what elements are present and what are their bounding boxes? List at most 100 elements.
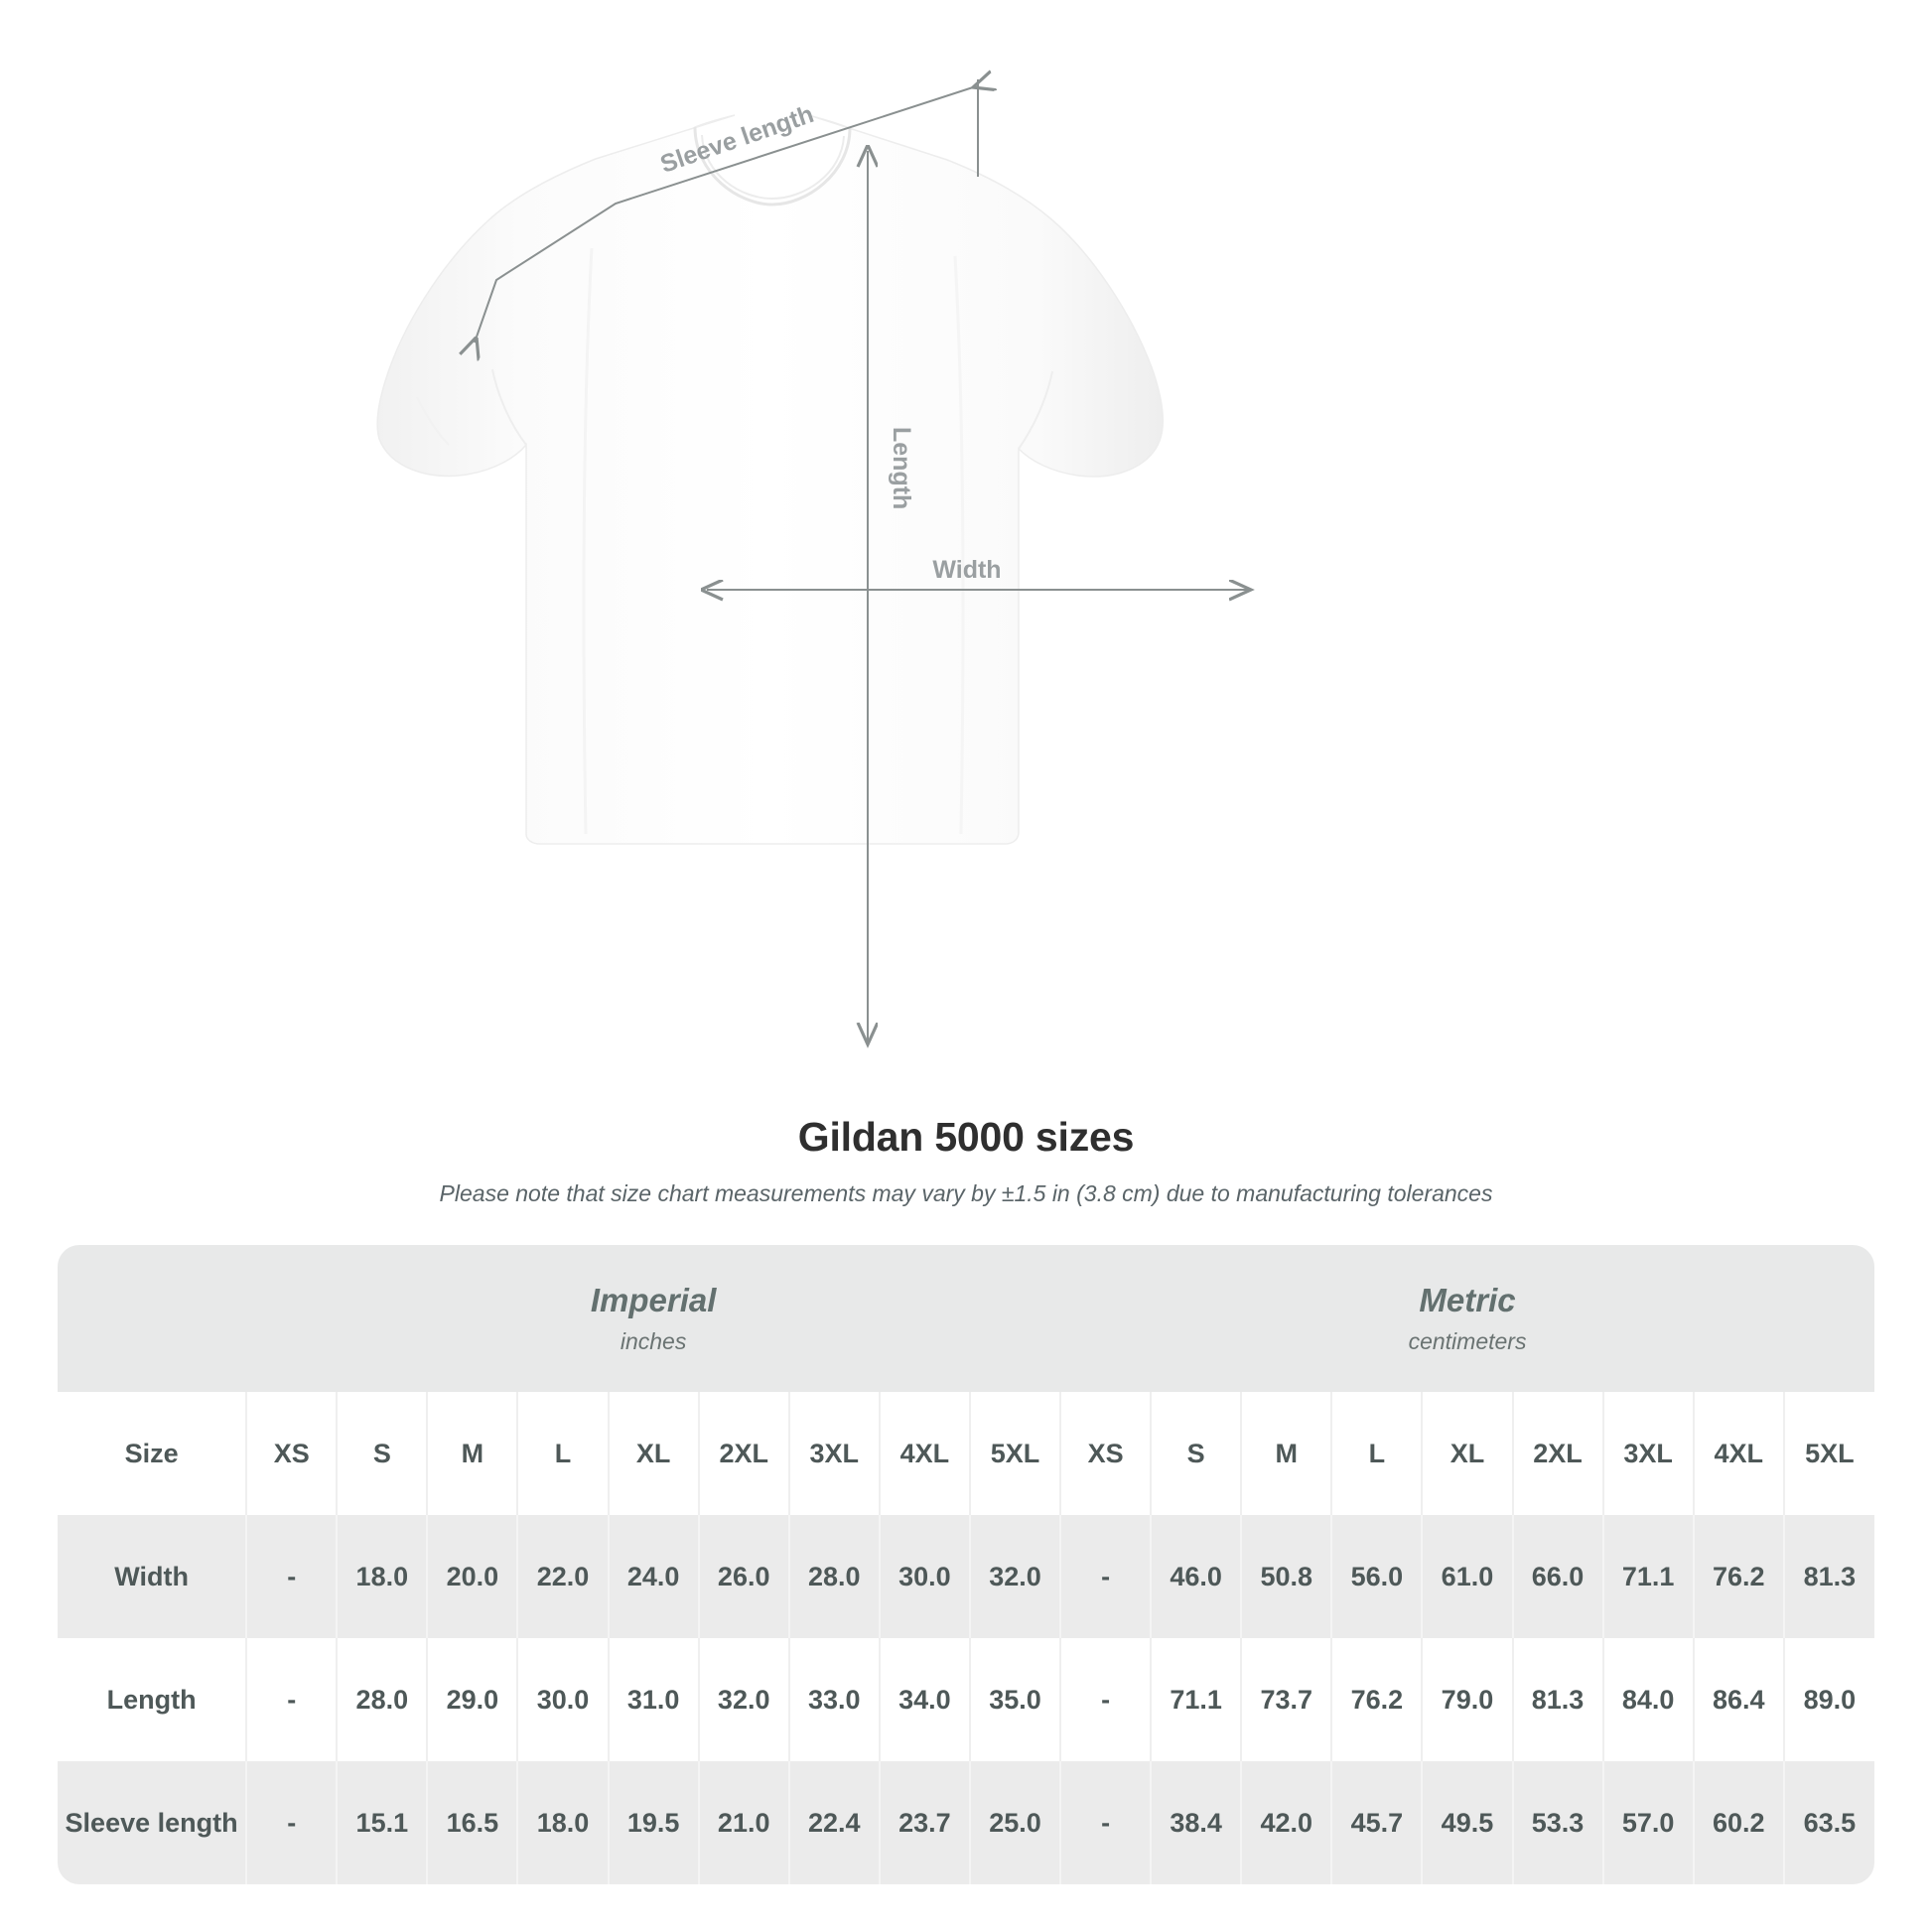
measurement-cell: -: [245, 1761, 338, 1884]
size-header-cell: 4XL: [1692, 1392, 1784, 1515]
measurement-cell: -: [245, 1638, 338, 1761]
size-header-cell: L: [1330, 1392, 1423, 1515]
measurement-cell: 28.0: [787, 1515, 880, 1638]
length-label: Length: [888, 427, 915, 509]
measurement-cell: 76.2: [1330, 1638, 1423, 1761]
size-header-cell: S: [1150, 1392, 1242, 1515]
measurement-cell: 45.7: [1330, 1761, 1423, 1884]
unit-subtitle: centimeters: [1408, 1328, 1527, 1355]
table-row: Sleeve length -15.1 16.5 18.0 19.5 21.0 22.4 23…: [58, 1761, 1874, 1884]
measurement-cell: 23.7: [878, 1761, 970, 1884]
measurement-cell: 60.2: [1692, 1761, 1784, 1884]
measurement-cell: 32.0: [697, 1638, 789, 1761]
size-header-cell: M: [426, 1392, 518, 1515]
tshirt-shape: [376, 114, 1165, 845]
measurement-cell: 89.0: [1782, 1638, 1874, 1761]
measurement-cell: 22.4: [787, 1761, 880, 1884]
measurement-cell: 20.0: [426, 1515, 518, 1638]
size-header-cell: XS: [245, 1392, 338, 1515]
measurement-cell: 81.3: [1782, 1515, 1874, 1638]
size-header-cell: 3XL: [787, 1392, 880, 1515]
measurement-cell: 50.8: [1240, 1515, 1332, 1638]
size-header-cell: XS: [1059, 1392, 1152, 1515]
measurement-cell: 66.0: [1511, 1515, 1603, 1638]
measurement-cell: 34.0: [878, 1638, 970, 1761]
measurement-cell: -: [1059, 1761, 1152, 1884]
size-header-cell: 5XL: [1782, 1392, 1874, 1515]
size-header-cell: S: [336, 1392, 428, 1515]
unit-header-row: Imperial inches Metric centimeters: [58, 1245, 1874, 1392]
tolerance-note: Please note that size chart measurements…: [439, 1180, 1493, 1206]
measurement-cell: 56.0: [1330, 1515, 1423, 1638]
table-row: Width -18.0 20.0 22.0 24.0 26.0 28.0 30.0 32.0-4…: [58, 1515, 1874, 1638]
unit-spacer-cell: [58, 1245, 247, 1392]
measurement-cell: 29.0: [426, 1638, 518, 1761]
measurement-cell: 32.0: [968, 1515, 1061, 1638]
measurement-cell: 33.0: [787, 1638, 880, 1761]
measurement-cell: 46.0: [1150, 1515, 1242, 1638]
measurement-cell: 79.0: [1421, 1638, 1513, 1761]
measurement-cell: 49.5: [1421, 1761, 1513, 1884]
size-column-label: Size: [58, 1392, 247, 1515]
size-header-cell: 2XL: [697, 1392, 789, 1515]
title-block: Gildan 5000 sizes Please note that size …: [0, 1114, 1932, 1207]
size-header-row: Size XS S M L XL 2XL 3XL 4XL 5XL XS S M L XL 2XL 3XL 4XL 5…: [58, 1392, 1874, 1515]
measurement-cell: 25.0: [968, 1761, 1061, 1884]
size-header-cell: 4XL: [878, 1392, 970, 1515]
measurement-cell: 63.5: [1782, 1761, 1874, 1884]
measurement-cell: -: [245, 1515, 338, 1638]
measurement-cell: 22.0: [516, 1515, 609, 1638]
measurement-label: Width: [58, 1515, 247, 1638]
measurement-cell: 71.1: [1601, 1515, 1694, 1638]
measurement-cell: 73.7: [1240, 1638, 1332, 1761]
size-table-container: Imperial inches Metric centimeters Size XS S M L…: [58, 1245, 1874, 1884]
measurement-cell: 30.0: [878, 1515, 970, 1638]
measurement-cell: 26.0: [697, 1515, 789, 1638]
measurement-cell: 28.0: [336, 1638, 428, 1761]
page-title: Gildan 5000 sizes: [797, 1114, 1135, 1160]
unit-header-metric: Metric centimeters: [1060, 1245, 1874, 1392]
table-row: Length -28.0 29.0 30.0 31.0 32.0 33.0 34.0 35.0-…: [58, 1638, 1874, 1761]
sleeve-length-measure: [475, 79, 978, 343]
measurement-label: Length: [58, 1638, 247, 1761]
width-label: Width: [932, 556, 1001, 584]
measurement-cell: 38.4: [1150, 1761, 1242, 1884]
measurement-cell: 31.0: [607, 1638, 699, 1761]
measurement-cell: 18.0: [516, 1761, 609, 1884]
measurement-cell: 21.0: [697, 1761, 789, 1884]
size-header-cell: L: [516, 1392, 609, 1515]
size-header-cell: M: [1240, 1392, 1332, 1515]
unit-subtitle: inches: [620, 1328, 687, 1355]
size-header-cell: XL: [607, 1392, 699, 1515]
measurement-cell: -: [1059, 1638, 1152, 1761]
tshirt-diagram: Sleeve length Length Width: [376, 0, 1932, 1112]
measurement-label: Sleeve length: [58, 1761, 247, 1884]
measurement-cell: 53.3: [1511, 1761, 1603, 1884]
unit-name: Imperial: [590, 1281, 717, 1318]
unit-name: Metric: [1419, 1281, 1516, 1318]
tshirt-illustration: Sleeve length Length Width: [376, 0, 1932, 1112]
measurement-cell: 18.0: [336, 1515, 428, 1638]
size-table: Imperial inches Metric centimeters Size XS S M L…: [58, 1245, 1874, 1884]
size-header-cell: 5XL: [968, 1392, 1061, 1515]
measurement-cell: 30.0: [516, 1638, 609, 1761]
measurement-cell: 84.0: [1601, 1638, 1694, 1761]
measurement-cell: 71.1: [1150, 1638, 1242, 1761]
measurement-cell: 15.1: [336, 1761, 428, 1884]
measurement-cell: 16.5: [426, 1761, 518, 1884]
size-header-cell: 2XL: [1511, 1392, 1603, 1515]
unit-header-imperial: Imperial inches: [246, 1245, 1061, 1392]
size-header-cell: XL: [1421, 1392, 1513, 1515]
measurement-cell: 35.0: [968, 1638, 1061, 1761]
measurement-cell: 76.2: [1692, 1515, 1784, 1638]
measurement-cell: 81.3: [1511, 1638, 1603, 1761]
size-header-cell: 3XL: [1601, 1392, 1694, 1515]
measurement-cell: 42.0: [1240, 1761, 1332, 1884]
measurement-cell: 57.0: [1601, 1761, 1694, 1884]
measurement-cell: -: [1059, 1515, 1152, 1638]
measurement-cell: 24.0: [607, 1515, 699, 1638]
measurement-cell: 19.5: [607, 1761, 699, 1884]
measurement-cell: 86.4: [1692, 1638, 1784, 1761]
measurement-cell: 61.0: [1421, 1515, 1513, 1638]
